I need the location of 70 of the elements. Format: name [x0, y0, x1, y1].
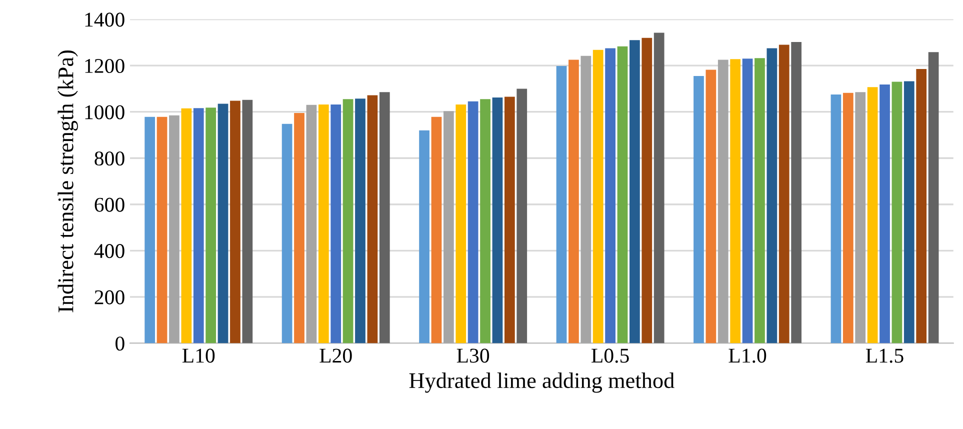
bar	[830, 94, 842, 344]
bar	[880, 84, 890, 344]
bar	[867, 87, 878, 344]
y-axis-title: Indirect tensile strength (kPa)	[58, 50, 78, 312]
bar	[379, 92, 390, 344]
bar	[706, 70, 716, 344]
bar	[294, 113, 304, 344]
bar	[431, 116, 442, 344]
bar	[892, 82, 902, 344]
bar	[144, 116, 156, 344]
y-tick-label: 800	[94, 151, 124, 166]
y-tick-label: 1400	[85, 12, 124, 27]
bar	[156, 116, 168, 344]
bar	[306, 104, 317, 344]
bar	[419, 130, 430, 344]
bar	[181, 108, 192, 344]
bar	[855, 92, 866, 344]
bar	[754, 58, 765, 344]
bar	[456, 104, 466, 344]
bar	[230, 100, 240, 344]
bar	[193, 108, 204, 344]
x-tick-label: L1.5	[866, 348, 904, 363]
bar	[742, 58, 753, 344]
bar	[605, 48, 616, 344]
bar	[730, 59, 741, 344]
y-tick-label: 600	[94, 198, 124, 212]
x-tick-label: L30	[456, 348, 490, 363]
bar	[630, 40, 640, 344]
x-tick-label: L10	[182, 348, 215, 363]
bar	[556, 66, 567, 344]
bar	[355, 98, 366, 344]
x-axis-title: Hydrated lime adding method	[409, 372, 674, 393]
bar	[318, 104, 329, 344]
x-tick-label: L20	[320, 348, 352, 363]
bar	[242, 100, 253, 344]
bar	[206, 108, 216, 344]
y-tick-label: 1200	[85, 58, 124, 74]
bar	[617, 46, 628, 344]
bar	[468, 101, 478, 344]
bar	[916, 69, 927, 344]
bar	[367, 95, 378, 344]
bar	[791, 42, 802, 344]
bar	[443, 111, 454, 344]
bar	[654, 32, 664, 344]
x-tick-label: L1.0	[728, 348, 766, 363]
bar	[169, 115, 180, 344]
y-tick-label: 0	[116, 336, 124, 351]
bar	[842, 92, 854, 344]
bar	[568, 60, 579, 344]
bar	[282, 124, 292, 344]
bar	[480, 99, 490, 344]
bar	[492, 98, 503, 344]
bar	[928, 52, 939, 344]
x-tick-label: L0.5	[592, 348, 629, 363]
bar	[642, 38, 652, 344]
bar	[516, 88, 528, 344]
bar	[694, 76, 704, 344]
bar	[504, 96, 515, 344]
bar	[592, 50, 604, 344]
bar	[904, 81, 914, 344]
y-tick-label: 1000	[85, 105, 124, 120]
y-tick-label: 400	[94, 244, 124, 258]
bar	[580, 56, 592, 344]
bar	[330, 104, 342, 344]
bar	[778, 44, 790, 344]
bar	[718, 60, 728, 344]
y-tick-label: 200	[94, 290, 124, 304]
bar	[218, 104, 228, 344]
bar	[766, 48, 778, 344]
bar	[342, 99, 354, 344]
